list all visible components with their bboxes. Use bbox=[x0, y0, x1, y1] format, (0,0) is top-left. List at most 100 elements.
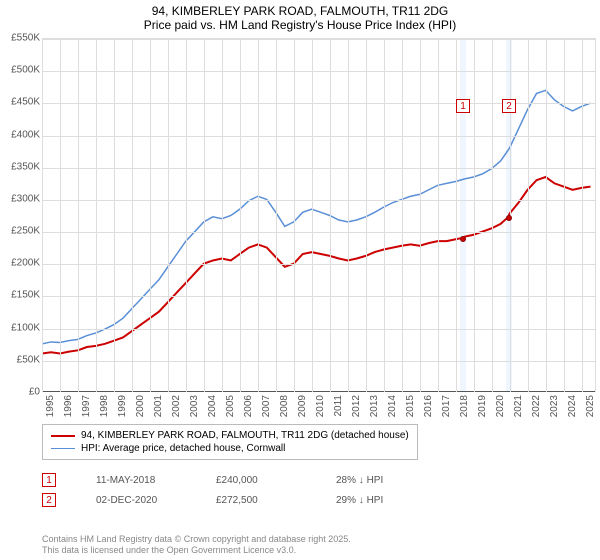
gridline-v bbox=[114, 39, 115, 392]
y-tick-label: £450K bbox=[0, 97, 40, 108]
x-tick-label: 2008 bbox=[279, 395, 290, 417]
sale-data-row: 111-MAY-2018£240,00028% ↓ HPI bbox=[42, 470, 416, 490]
x-tick-label: 2016 bbox=[423, 395, 434, 417]
x-tick-label: 2015 bbox=[405, 395, 416, 417]
y-tick-label: £350K bbox=[0, 161, 40, 172]
gridline-v bbox=[42, 39, 43, 392]
gridline-h bbox=[42, 39, 595, 40]
x-tick-label: 1999 bbox=[117, 395, 128, 417]
gridline-v bbox=[348, 39, 349, 392]
y-tick-label: £300K bbox=[0, 193, 40, 204]
sale-marker-dot bbox=[506, 215, 512, 221]
x-tick-label: 2022 bbox=[531, 395, 542, 417]
x-tick-label: 2002 bbox=[171, 395, 182, 417]
gridline-v bbox=[564, 39, 565, 392]
gridline-v bbox=[420, 39, 421, 392]
gridline-v bbox=[150, 39, 151, 392]
y-tick-label: £500K bbox=[0, 65, 40, 76]
gridline-v bbox=[258, 39, 259, 392]
legend-row: HPI: Average price, detached house, Corn… bbox=[51, 442, 409, 455]
gridline-v bbox=[294, 39, 295, 392]
x-tick-label: 2020 bbox=[495, 395, 506, 417]
x-tick-label: 2004 bbox=[207, 395, 218, 417]
footer-line-1: Contains HM Land Registry data © Crown c… bbox=[42, 534, 351, 545]
y-tick-label: £150K bbox=[0, 290, 40, 301]
gridline-v bbox=[528, 39, 529, 392]
chart-subtitle: Price paid vs. HM Land Registry's House … bbox=[0, 18, 600, 34]
y-tick-label: £100K bbox=[0, 322, 40, 333]
x-tick-label: 2014 bbox=[387, 395, 398, 417]
x-tick-label: 2005 bbox=[225, 395, 236, 417]
gridline-v bbox=[456, 39, 457, 392]
gridline-v bbox=[366, 39, 367, 392]
gridline-v bbox=[60, 39, 61, 392]
gridline-v bbox=[492, 39, 493, 392]
legend-label: 94, KIMBERLEY PARK ROAD, FALMOUTH, TR11 … bbox=[81, 430, 409, 441]
x-tick-label: 2025 bbox=[585, 395, 596, 417]
gridline-v bbox=[240, 39, 241, 392]
gridline-v bbox=[186, 39, 187, 392]
sale-marker-label: 1 bbox=[456, 99, 470, 113]
y-tick-label: £250K bbox=[0, 226, 40, 237]
gridline-v bbox=[438, 39, 439, 392]
sale-marker-label: 2 bbox=[502, 99, 516, 113]
sale-row-diff: 28% ↓ HPI bbox=[336, 475, 416, 486]
gridline-v bbox=[204, 39, 205, 392]
x-tick-label: 2018 bbox=[459, 395, 470, 417]
sale-marker-dot bbox=[460, 236, 466, 242]
sale-data-row: 202-DEC-2020£272,50029% ↓ HPI bbox=[42, 490, 416, 510]
gridline-v bbox=[582, 39, 583, 392]
x-tick-label: 2024 bbox=[567, 395, 578, 417]
gridline-h bbox=[42, 361, 595, 362]
legend-row: 94, KIMBERLEY PARK ROAD, FALMOUTH, TR11 … bbox=[51, 429, 409, 442]
x-tick-label: 2003 bbox=[189, 395, 200, 417]
sale-row-marker: 2 bbox=[42, 493, 56, 507]
sale-row-date: 02-DEC-2020 bbox=[96, 495, 176, 506]
gridline-h bbox=[42, 168, 595, 169]
chart-title: 94, KIMBERLEY PARK ROAD, FALMOUTH, TR11 … bbox=[0, 0, 600, 18]
gridline-v bbox=[384, 39, 385, 392]
x-tick-label: 1995 bbox=[45, 395, 56, 417]
x-tick-label: 2013 bbox=[369, 395, 380, 417]
x-tick-label: 2010 bbox=[315, 395, 326, 417]
sale-row-price: £240,000 bbox=[216, 475, 296, 486]
gridline-v bbox=[96, 39, 97, 392]
gridline-h bbox=[42, 264, 595, 265]
x-tick-label: 1998 bbox=[99, 395, 110, 417]
y-tick-label: £400K bbox=[0, 129, 40, 140]
x-tick-label: 2017 bbox=[441, 395, 452, 417]
sale-row-marker: 1 bbox=[42, 473, 56, 487]
chart-lines bbox=[42, 39, 595, 392]
x-tick-label: 2006 bbox=[243, 395, 254, 417]
legend: 94, KIMBERLEY PARK ROAD, FALMOUTH, TR11 … bbox=[42, 424, 418, 460]
x-tick-label: 2012 bbox=[351, 395, 362, 417]
chart-container: 12 £0£50K£100K£150K£200K£250K£300K£350K£… bbox=[0, 38, 600, 418]
x-tick-label: 2007 bbox=[261, 395, 272, 417]
plot-area: 12 bbox=[42, 38, 596, 392]
gridline-h bbox=[42, 232, 595, 233]
x-tick-label: 2000 bbox=[135, 395, 146, 417]
gridline-v bbox=[402, 39, 403, 392]
gridline-h bbox=[42, 71, 595, 72]
x-tick-label: 2021 bbox=[513, 395, 524, 417]
x-tick-label: 2001 bbox=[153, 395, 164, 417]
legend-swatch bbox=[51, 435, 75, 437]
gridline-v bbox=[546, 39, 547, 392]
footer-line-2: This data is licensed under the Open Gov… bbox=[42, 545, 351, 556]
gridline-v bbox=[312, 39, 313, 392]
footer-attribution: Contains HM Land Registry data © Crown c… bbox=[42, 534, 351, 556]
gridline-h bbox=[42, 296, 595, 297]
x-tick-label: 2019 bbox=[477, 395, 488, 417]
y-tick-label: £200K bbox=[0, 258, 40, 269]
legend-label: HPI: Average price, detached house, Corn… bbox=[81, 443, 285, 454]
x-tick-label: 2009 bbox=[297, 395, 308, 417]
gridline-v bbox=[276, 39, 277, 392]
gridline-h bbox=[42, 136, 595, 137]
data-table: 111-MAY-2018£240,00028% ↓ HPI202-DEC-202… bbox=[42, 470, 416, 510]
gridline-v bbox=[330, 39, 331, 392]
y-tick-label: £0 bbox=[0, 387, 40, 398]
x-tick-label: 2023 bbox=[549, 395, 560, 417]
x-tick-label: 1996 bbox=[63, 395, 74, 417]
sale-row-price: £272,500 bbox=[216, 495, 296, 506]
gridline-v bbox=[78, 39, 79, 392]
